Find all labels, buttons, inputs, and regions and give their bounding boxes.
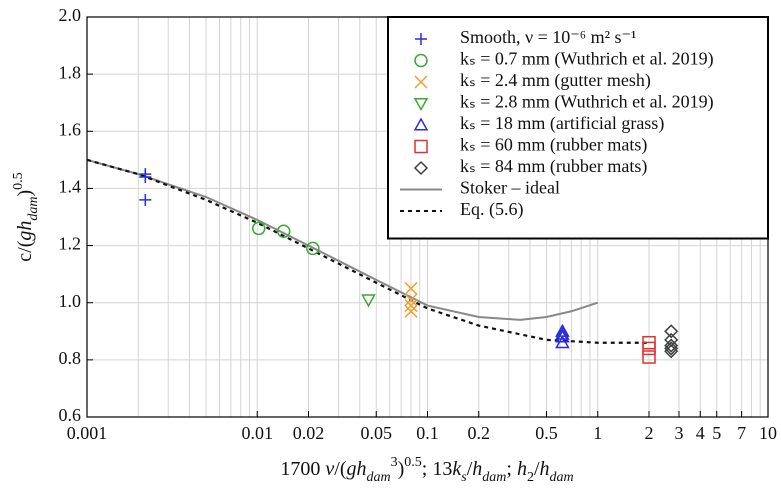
legend-marker [413, 117, 429, 131]
x-tick-label: 0.01 [242, 423, 274, 443]
x-tick-label: 5 [712, 423, 721, 443]
label-part: c/( [14, 240, 36, 261]
marker [664, 344, 679, 359]
y-tick-label: 0.8 [59, 348, 82, 368]
legend-label: kₛ = 60 mm (rubber mats) [460, 135, 647, 156]
label-part: ; 13 [422, 458, 453, 480]
y-tick-label: 1.2 [59, 234, 82, 254]
label-part: ; [506, 458, 517, 480]
x-tick-label: 2 [645, 423, 654, 443]
label-part: k [452, 458, 462, 480]
label-part: h [517, 458, 527, 480]
label-part: h [540, 458, 550, 480]
label-part: h [472, 458, 482, 480]
label-part: /( [334, 458, 347, 480]
y-tick-label: 1.6 [59, 119, 82, 139]
label-part: / [534, 458, 540, 480]
marker [404, 293, 418, 307]
x-tick-label: 10 [759, 423, 777, 443]
label-part: dam [550, 470, 574, 485]
y-tick-label: 0.6 [59, 405, 82, 425]
x-tick-label: 1 [593, 423, 602, 443]
marker [555, 329, 570, 343]
line [86, 158, 649, 344]
marker [642, 350, 656, 364]
marker [361, 294, 376, 308]
marker [664, 341, 679, 356]
label-part: ν [325, 458, 334, 480]
legend-label: Smooth, ν = 10⁻⁶ m² s⁻¹ [460, 27, 636, 47]
legend-label: Stoker – ideal [460, 178, 560, 198]
label-part: s [461, 470, 467, 485]
label-part: dam [482, 470, 506, 485]
marker [664, 324, 679, 339]
x-tick-label: 0.02 [293, 423, 325, 443]
legend-marker [414, 75, 428, 89]
legend-label: Eq. (5.6) [460, 199, 523, 220]
x-tick-label: 0.05 [360, 423, 392, 443]
label-part: gh [346, 458, 366, 480]
label-part: / [467, 458, 473, 480]
legend-label: kₛ = 0.7 mm (Wuthrich et al. 2019) [460, 49, 714, 70]
label-part: 0.5 [11, 172, 26, 190]
x-tick-label: 0.5 [535, 423, 558, 443]
legend-marker [413, 160, 429, 176]
line [86, 158, 599, 321]
marker [555, 326, 570, 340]
legend-marker [414, 53, 428, 68]
legend-marker [413, 97, 429, 112]
legend-label: kₛ = 18 mm (artificial grass) [460, 113, 664, 134]
marker [404, 299, 418, 313]
legend-label: kₛ = 2.8 mm (Wuthrich et al. 2019) [460, 92, 714, 113]
label-part: ) [398, 458, 405, 480]
label-part: 2 [527, 470, 534, 485]
label-part: 1700 [280, 458, 325, 480]
y-tick-label: 1.0 [59, 291, 82, 311]
y-tick-label: 1.8 [59, 62, 82, 82]
label-part: ) [14, 190, 36, 197]
x-tick-label: 0.1 [416, 423, 439, 443]
marker [664, 338, 679, 353]
marker [251, 221, 266, 236]
marker [404, 304, 418, 318]
x-tick-label: 0.001 [67, 423, 108, 443]
marker [139, 171, 152, 183]
x-tick-label: 0.2 [468, 423, 491, 443]
label-part: dam [366, 470, 390, 485]
y-tick-label: 2.0 [59, 5, 82, 25]
y-axis-label: c/(ghdam)0.5 [11, 172, 41, 261]
y-tick-label: 1.4 [59, 177, 82, 197]
marker [642, 341, 656, 356]
label-part: 0.5 [404, 455, 422, 470]
label-part: gh [14, 221, 36, 241]
marker [404, 281, 418, 295]
legend-label: kₛ = 2.4 mm (gutter mesh) [460, 70, 651, 91]
legend-label: kₛ = 84 mm (rubber mats) [460, 156, 647, 177]
label-part: 3 [391, 455, 398, 470]
x-tick-label: 3 [674, 423, 683, 443]
x-tick-label: 4 [696, 423, 705, 443]
marker [306, 241, 320, 256]
legend-marker [414, 139, 428, 154]
marker [139, 193, 152, 206]
legend-marker [415, 33, 427, 45]
legend-box [387, 16, 769, 240]
x-tick-label: 7 [737, 423, 746, 443]
marker [555, 335, 570, 349]
label-part: dam [26, 196, 41, 220]
x-axis-label: 1700 ν/(ghdam3)0.5; 13ks/hdam; h2/hdam [280, 455, 573, 485]
marker [276, 224, 291, 239]
